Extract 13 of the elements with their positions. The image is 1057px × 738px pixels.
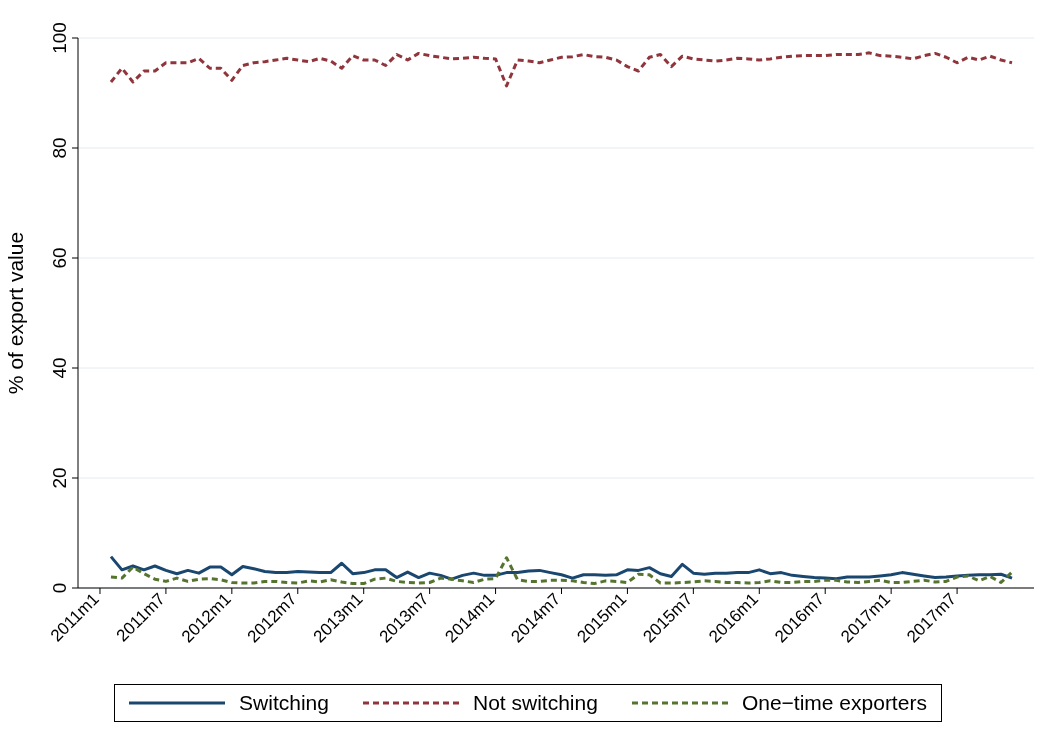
legend-label: Switching [239, 691, 329, 715]
line-series [109, 555, 1014, 581]
y-tick-label: 100 [49, 22, 70, 54]
y-tick-label: 60 [49, 247, 70, 269]
line-series [109, 51, 1014, 88]
y-tick-label: 0 [49, 582, 70, 594]
line-series [109, 556, 1014, 586]
y-axis-title: % of export value [4, 231, 28, 395]
y-tick-label: 20 [49, 467, 70, 489]
y-tick-label: 80 [49, 137, 70, 159]
legend-label: Not switching [472, 691, 598, 715]
legend-label: One−time exporters [741, 691, 927, 715]
y-tick-label: 40 [49, 357, 70, 379]
